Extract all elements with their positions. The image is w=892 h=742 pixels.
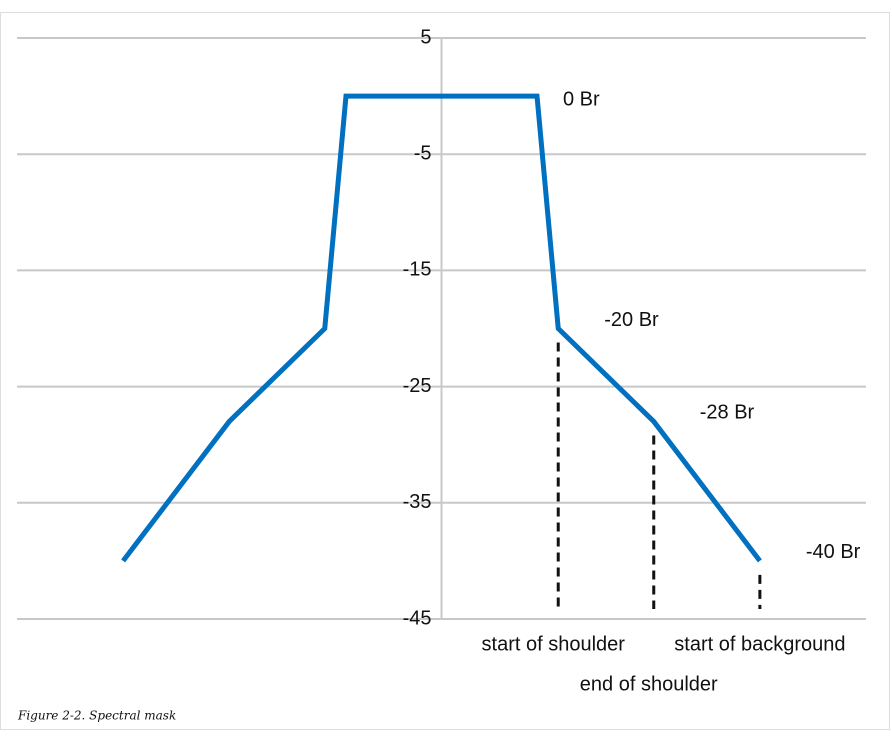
marker-label: end of shoulder xyxy=(580,673,718,695)
point-label: -20 Br xyxy=(604,309,659,331)
point-label: 0 Br xyxy=(563,88,600,110)
point-label: -28 Br xyxy=(700,402,755,424)
marker-label: start of background xyxy=(674,633,845,655)
y-tick-label: 5 xyxy=(420,26,431,48)
marker-label: start of shoulder xyxy=(482,633,626,655)
series-line xyxy=(121,93,762,563)
y-tick-label: -45 xyxy=(403,607,432,629)
y-tick-label: -25 xyxy=(403,375,432,397)
point-label: -40 Br xyxy=(806,541,861,563)
y-tick-label: -5 xyxy=(414,142,432,164)
y-tick-label: -15 xyxy=(403,259,432,281)
figure-frame xyxy=(0,12,890,730)
y-tick-label: -35 xyxy=(403,491,432,513)
caption: Figure 2-2. Spectral mask xyxy=(17,709,176,723)
